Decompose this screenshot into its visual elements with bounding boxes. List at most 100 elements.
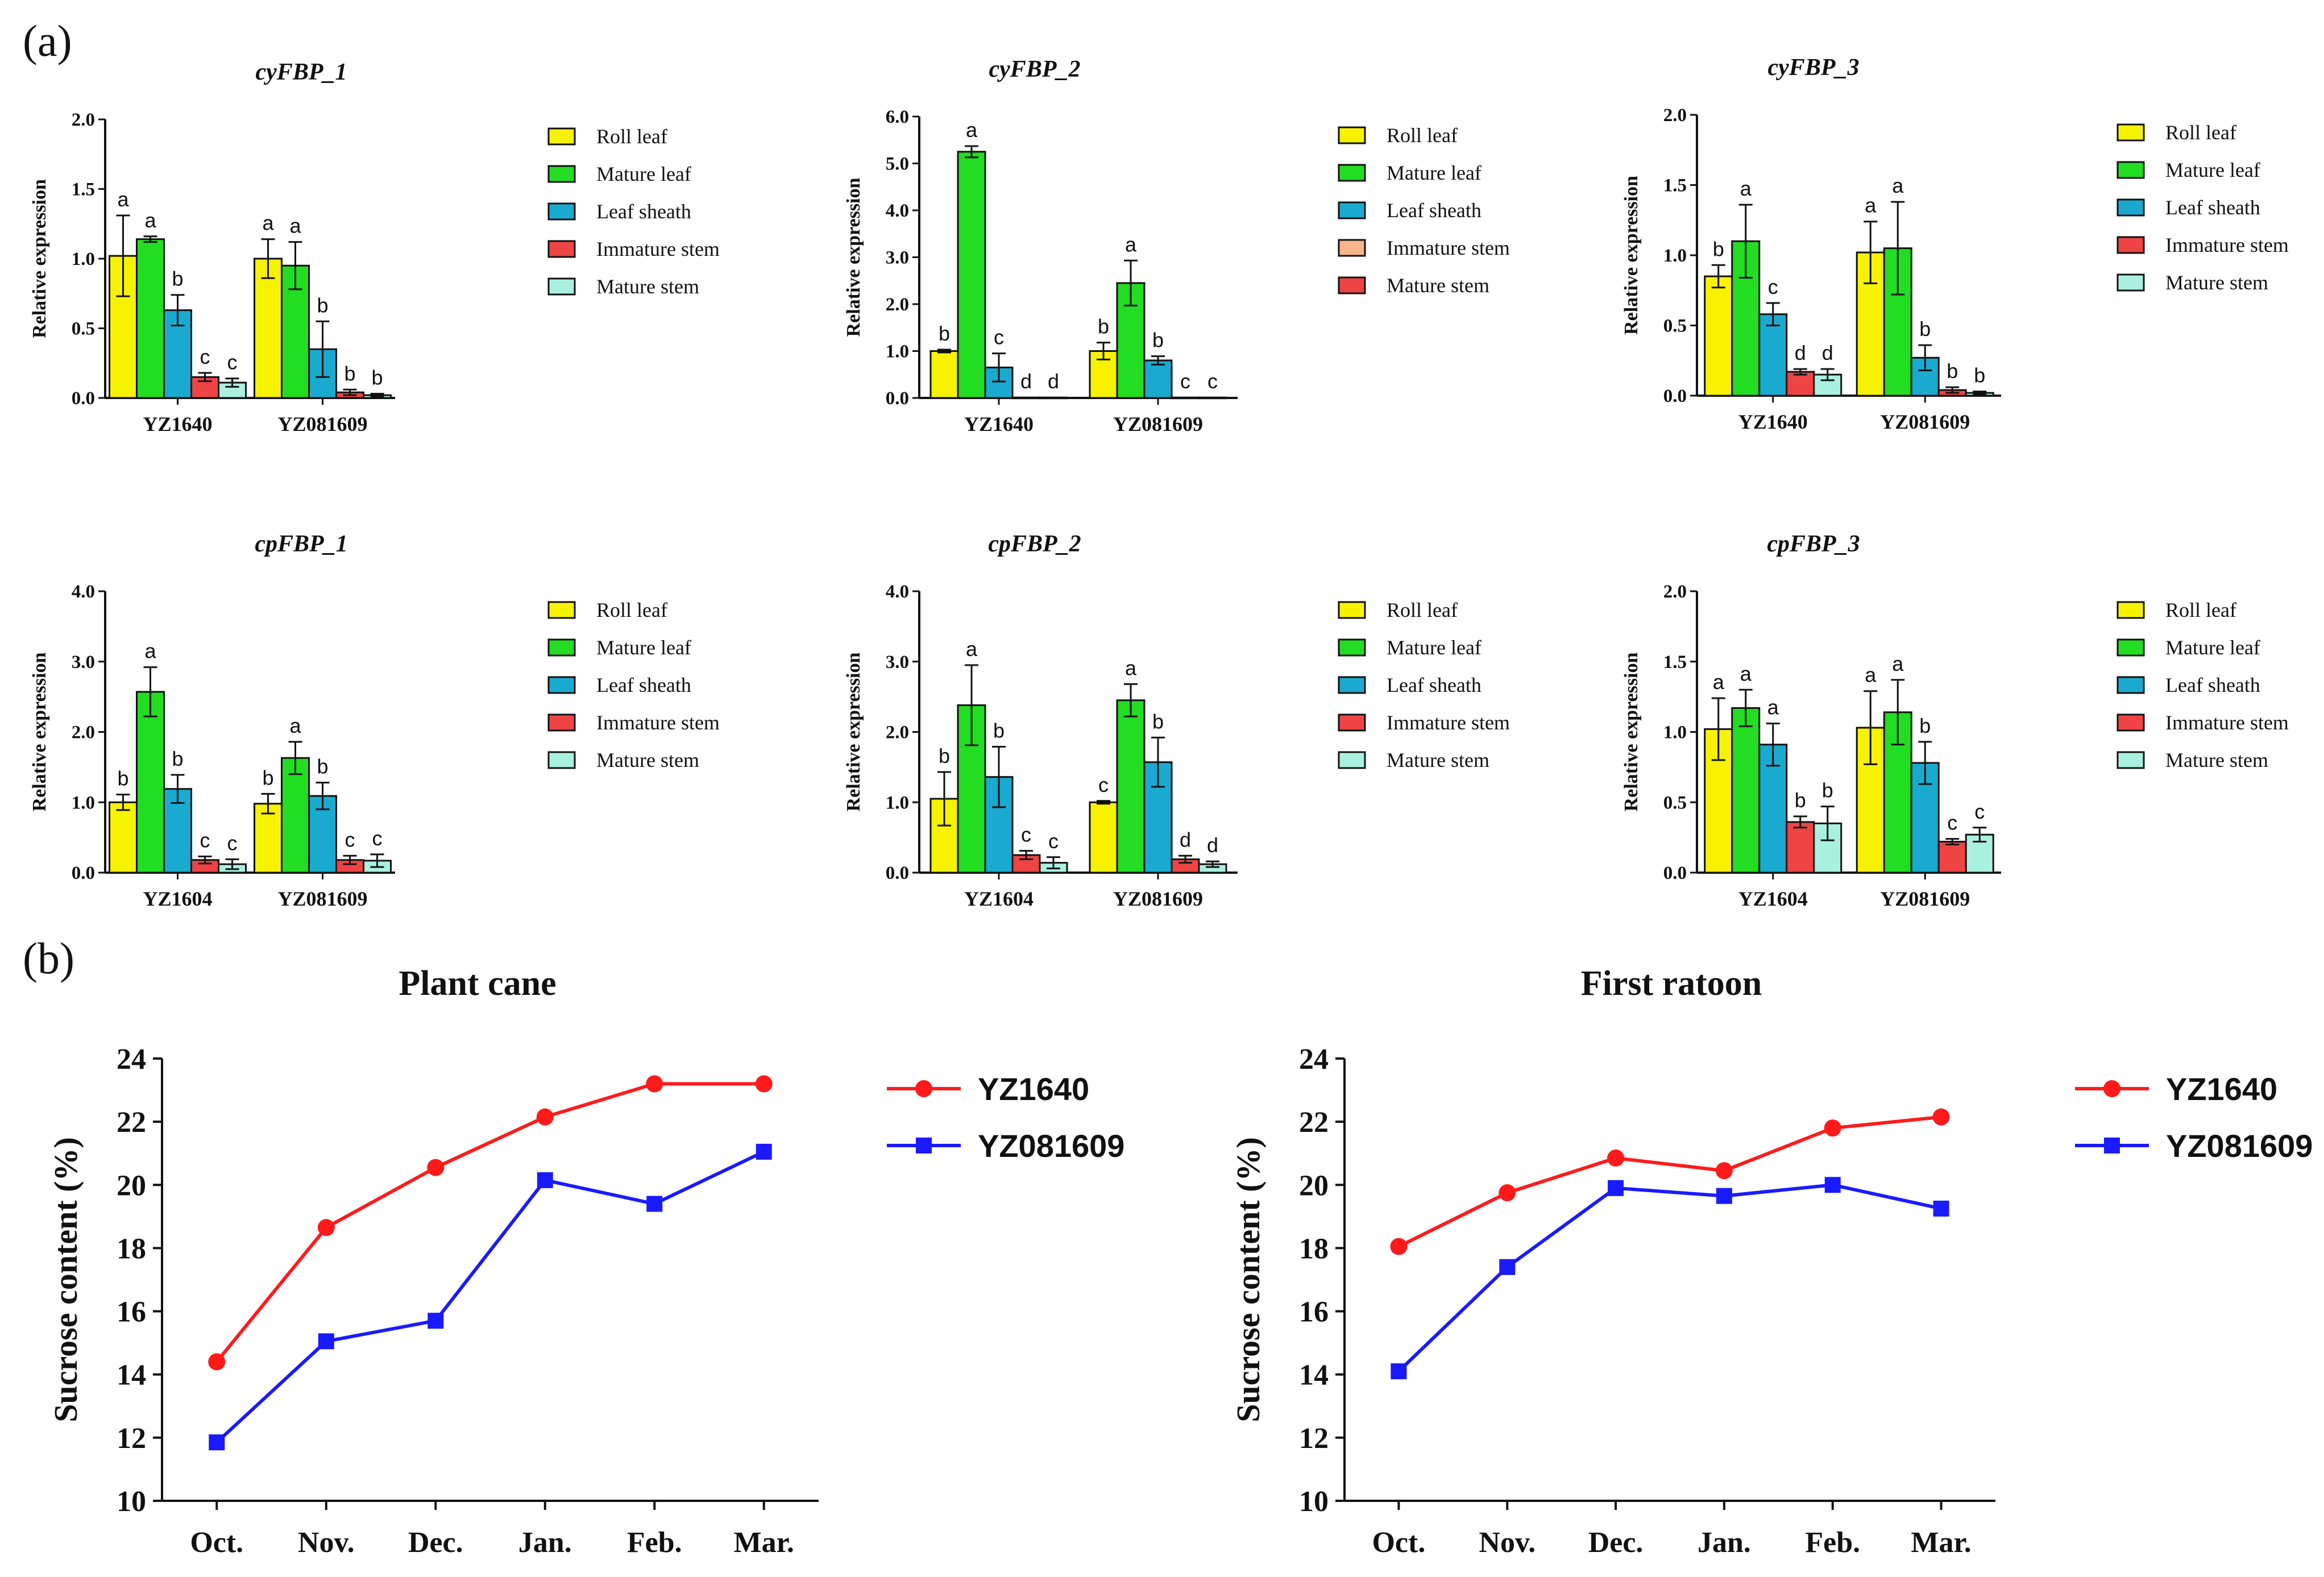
significance-letter: a xyxy=(1865,663,1877,687)
legend-swatch xyxy=(2116,713,2145,732)
legend-label: Mature leaf xyxy=(2165,159,2260,181)
series-line-1 xyxy=(1397,1183,1942,1373)
bar xyxy=(1704,275,1733,397)
category-label: YZ081609 xyxy=(277,413,367,435)
legend-label: Roll leaf xyxy=(1387,124,1458,147)
y-tick-label: 1.5 xyxy=(1663,176,1687,196)
x-tick-label: Oct. xyxy=(190,1526,243,1559)
y-tick-label: 22 xyxy=(117,1106,146,1139)
significance-letter: a xyxy=(1767,696,1779,719)
x-tick-label: Feb. xyxy=(1805,1526,1860,1559)
significance-letter: b xyxy=(371,366,383,389)
bar xyxy=(1786,821,1815,874)
significance-letter: c xyxy=(345,828,355,851)
significance-letter: b xyxy=(1098,315,1109,338)
legend-label: YZ1640 xyxy=(978,1071,1089,1107)
legend-swatch xyxy=(547,240,576,258)
data-point xyxy=(1608,1180,1624,1196)
legend-label: Immature stem xyxy=(2165,234,2289,256)
category-label: YZ081609 xyxy=(1113,413,1203,435)
bar xyxy=(136,691,165,874)
category-label: YZ081609 xyxy=(1880,887,1970,910)
y-tick-label: 3.0 xyxy=(886,248,909,268)
legend-label: YZ1640 xyxy=(2166,1071,2277,1107)
data-point xyxy=(755,1075,773,1093)
chart-title: Plant cane xyxy=(399,964,556,1003)
legend-label: Mature leaf xyxy=(2165,636,2260,659)
legend-label: Leaf sheath xyxy=(1387,199,1481,222)
category-label: YZ1640 xyxy=(143,413,212,435)
x-tick-label: Oct. xyxy=(1372,1526,1425,1559)
legend-label: Leaf sheath xyxy=(596,674,691,696)
chart-7: First ratoon 10 12 14 16 18 20 22 24 Oct. Nov. Dec.… xyxy=(1230,964,2313,1559)
y-tick-label: 10 xyxy=(117,1485,146,1518)
significance-letter: d xyxy=(1020,370,1032,393)
y-tick-label: 0.0 xyxy=(72,863,95,883)
chart-6: Plant cane 10 12 14 16 18 20 22 24 Oct. Nov. Dec. Ja… xyxy=(47,964,1124,1559)
significance-letter: a xyxy=(1740,177,1752,200)
significance-letter: d xyxy=(1180,828,1191,851)
y-tick-label: 14 xyxy=(117,1359,146,1392)
y-tick-label: 0.0 xyxy=(1663,863,1687,883)
y-tick-label: 0.0 xyxy=(886,863,909,883)
legend-swatch xyxy=(547,638,576,657)
significance-letter: b xyxy=(344,362,355,385)
y-axis-title: Relative expression xyxy=(29,179,50,338)
y-tick-label: 0.0 xyxy=(1663,386,1687,406)
chart-title: cpFBP_3 xyxy=(1767,531,1860,557)
significance-letter: a xyxy=(1125,233,1137,256)
legend-swatch xyxy=(547,165,576,183)
x-tick-label: Nov. xyxy=(1479,1526,1536,1559)
chart-title: cyFBP_1 xyxy=(256,59,347,85)
y-tick-label: 1.0 xyxy=(72,792,95,813)
bar xyxy=(1731,707,1761,874)
x-tick-label: Mar. xyxy=(1911,1526,1971,1559)
significance-letter: c xyxy=(227,831,238,854)
significance-letter: b xyxy=(1152,709,1164,733)
y-tick-label: 4.0 xyxy=(886,201,909,221)
legend-label: Mature stem xyxy=(2165,271,2268,294)
y-tick-label: 1.0 xyxy=(1663,246,1687,266)
y-axis-title: Relative expression xyxy=(29,652,50,811)
legend-label: Roll leaf xyxy=(596,599,667,621)
chart-5: cpFBP_3 0.0 0.5 1.0 1.5 2.0 Relative expressio… xyxy=(1621,531,2289,910)
x-tick-label: Jan. xyxy=(518,1526,572,1559)
legend-swatch xyxy=(2116,236,2145,254)
significance-letter: b xyxy=(317,293,328,317)
series-line-0 xyxy=(1398,1115,1941,1248)
legend-swatch xyxy=(547,202,576,221)
y-tick-label: 5.0 xyxy=(886,154,909,175)
y-tick-label: 2.0 xyxy=(72,110,95,130)
significance-letter: a xyxy=(966,118,978,142)
bar xyxy=(109,801,138,874)
legend-swatch xyxy=(2116,638,2145,657)
data-point xyxy=(317,1219,335,1236)
chart-1: cyFBP_2 0.0 1.0 2.0 3.0 4.0 5.0 6.0 Relative exp… xyxy=(843,56,1510,435)
data-point xyxy=(646,1196,663,1212)
legend-label: Immature stem xyxy=(596,711,720,734)
y-tick-label: 1.0 xyxy=(72,249,95,269)
significance-letter: b xyxy=(1974,364,1985,387)
significance-letter: a xyxy=(144,209,156,232)
significance-letter: c xyxy=(1207,370,1218,393)
significance-letter: d xyxy=(1048,370,1059,393)
legend-swatch xyxy=(1338,638,1366,657)
legend-swatch xyxy=(1338,676,1366,694)
bar xyxy=(1171,396,1200,400)
legend-label: Immature stem xyxy=(2165,711,2289,734)
category-label: YZ1640 xyxy=(964,413,1034,435)
legend-swatch xyxy=(1338,126,1366,144)
significance-letter: c xyxy=(227,351,238,374)
data-point xyxy=(1499,1184,1516,1202)
bar xyxy=(1089,801,1118,874)
y-tick-label: 12 xyxy=(1299,1422,1329,1455)
data-point xyxy=(1824,1177,1841,1193)
data-point xyxy=(1391,1363,1407,1380)
legend-swatch xyxy=(2116,123,2145,142)
data-point xyxy=(208,1353,226,1371)
significance-letter: c xyxy=(1098,773,1109,796)
y-tick-label: 3.0 xyxy=(72,652,95,673)
legend-swatch xyxy=(1338,601,1366,619)
y-axis-title: Sucrose content (%) xyxy=(47,1137,84,1422)
bar xyxy=(1143,359,1173,399)
